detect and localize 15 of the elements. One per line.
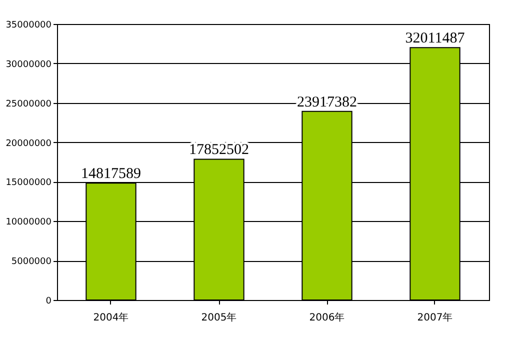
y-tick-label: 20000000 — [6, 138, 52, 149]
x-tick-label: 2007年 — [417, 312, 453, 324]
x-tick-label: 2004年 — [93, 312, 129, 324]
y-tick-label: 35000000 — [6, 20, 52, 30]
y-tick-label: 0 — [46, 296, 52, 306]
y-tick-label: 5000000 — [11, 257, 52, 268]
x-tick-label: 2006年 — [309, 312, 345, 324]
y-tick-label: 10000000 — [6, 218, 52, 228]
y-tick-label: 30000000 — [6, 60, 52, 70]
x-tick-label: 2005年 — [201, 312, 237, 324]
y-tick-label: 25000000 — [6, 99, 52, 110]
data-label: 14817589 — [81, 166, 141, 182]
data-label: 17852502 — [189, 142, 249, 158]
y-tick-label: 15000000 — [6, 178, 52, 188]
data-label: 32011487 — [405, 30, 466, 47]
